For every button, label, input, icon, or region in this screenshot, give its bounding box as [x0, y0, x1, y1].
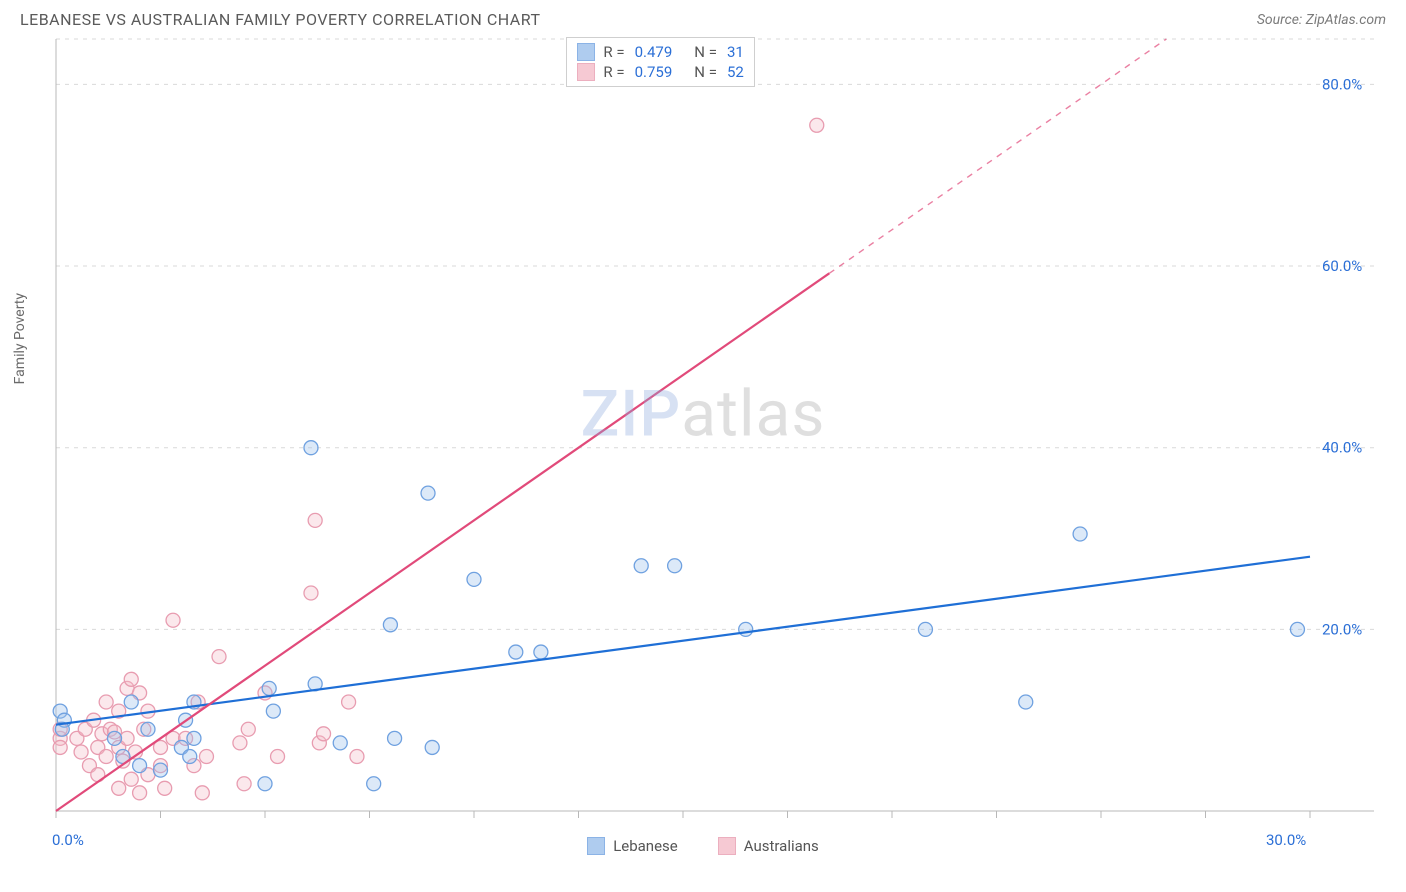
swatch-lebanese [577, 43, 595, 61]
x-tick-label: 30.0% [1266, 831, 1306, 849]
svg-text:80.0%: 80.0% [1322, 75, 1362, 93]
legend-row-lebanese: R = 0.479 N = 31 [577, 42, 743, 62]
n-value-lebanese: 31 [727, 43, 744, 61]
y-axis-label: Family Poverty [12, 293, 28, 384]
source-label: Source: ZipAtlas.com [1257, 12, 1386, 28]
legend-row-australians: R = 0.759 N = 52 [577, 62, 743, 82]
svg-text:40.0%: 40.0% [1322, 439, 1362, 457]
swatch-australians [577, 63, 595, 81]
n-value-australians: 52 [727, 63, 744, 81]
x-axis-legend: Lebanese Australians [20, 837, 1386, 855]
chart-title: LEBANESE VS AUSTRALIAN FAMILY POVERTY CO… [20, 10, 541, 29]
x-tick-label: 0.0% [52, 831, 84, 849]
swatch-lebanese-icon [587, 837, 605, 855]
correlation-legend: R = 0.479 N = 31 R = 0.759 N = 52 [566, 37, 754, 87]
svg-text:60.0%: 60.0% [1322, 257, 1362, 275]
legend-item-australians: Australians [718, 837, 819, 855]
swatch-australians-icon [718, 837, 736, 855]
svg-text:20.0%: 20.0% [1322, 620, 1362, 638]
r-value-lebanese: 0.479 [635, 43, 673, 61]
legend-item-lebanese: Lebanese [587, 837, 678, 855]
r-value-australians: 0.759 [635, 63, 673, 81]
chart-container: Family Poverty ZIPatlas 20.0%40.0%60.0%8… [20, 35, 1386, 825]
scatter-chart: 20.0% 40.0% 60.0% 80.0% [20, 35, 1380, 825]
